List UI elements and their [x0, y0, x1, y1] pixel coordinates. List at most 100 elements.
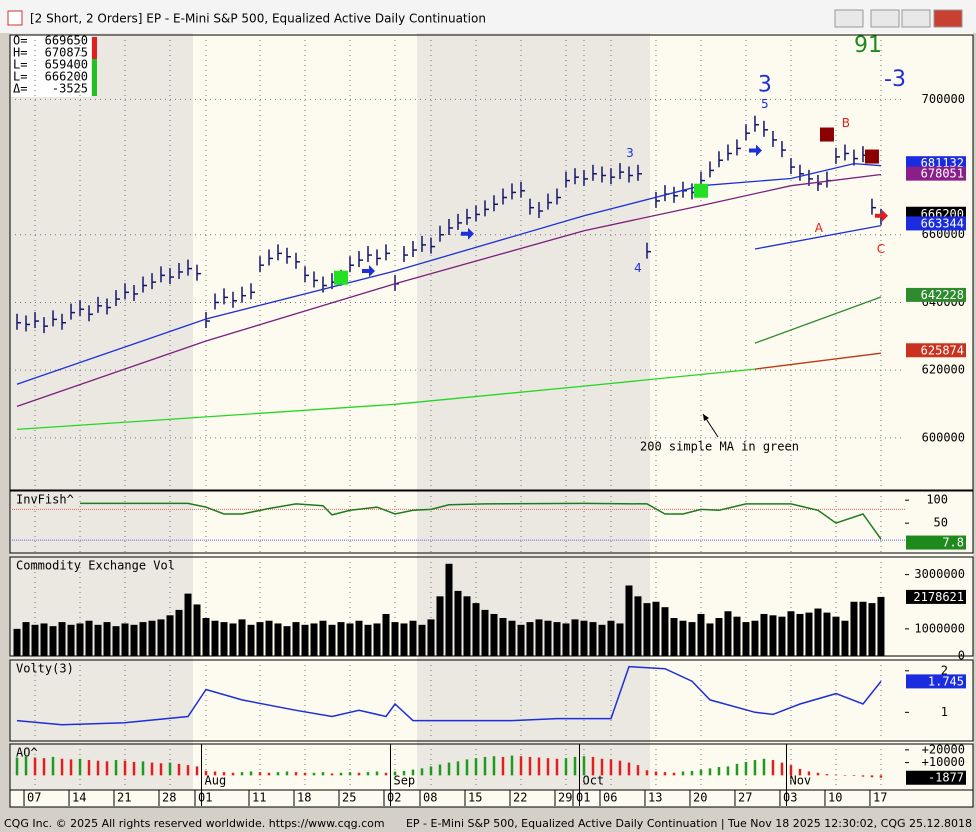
quote-label: L=: [13, 58, 27, 72]
y-tick-label: 700000: [922, 92, 965, 106]
bar: [492, 756, 496, 776]
bar: [519, 756, 523, 776]
bar: [787, 611, 795, 656]
bar: [310, 623, 318, 656]
bar: [130, 624, 138, 656]
bar: [357, 772, 361, 776]
shade-band: [10, 33, 193, 790]
bar: [276, 772, 280, 776]
bar: [382, 613, 390, 656]
bar: [636, 765, 640, 776]
close-button[interactable]: [933, 9, 963, 28]
bar: [816, 772, 820, 776]
bar: [859, 601, 867, 656]
bar: [249, 771, 253, 776]
bar: [283, 626, 291, 656]
bar: [60, 758, 64, 776]
bar: [222, 772, 226, 776]
bar: [472, 603, 480, 656]
bar: [600, 758, 604, 776]
bar: [699, 769, 703, 776]
bar: [220, 622, 228, 656]
x-tick-label: 06: [603, 791, 617, 805]
price-label-text: 642228: [921, 288, 964, 302]
minimize-button[interactable]: [870, 9, 900, 28]
bar: [681, 771, 685, 776]
quote-label: H=: [13, 46, 27, 60]
bar: [870, 775, 874, 778]
bar: [715, 618, 723, 656]
bar: [825, 774, 829, 776]
bar: [231, 772, 235, 776]
bar: [76, 623, 84, 656]
y-tick-label: 600000: [922, 430, 965, 444]
bar: [474, 758, 478, 776]
title-bar: [0, 0, 976, 33]
price-label-text: 625874: [921, 343, 964, 357]
bar: [697, 613, 705, 656]
quote-gauge: [92, 37, 97, 59]
bar: [33, 757, 37, 776]
bar: [348, 772, 352, 776]
bar: [562, 623, 570, 656]
month-label: Oct: [582, 774, 604, 788]
annotation: B: [842, 116, 850, 130]
x-tick-label: 15: [468, 791, 482, 805]
bar: [213, 771, 217, 776]
bar: [42, 758, 46, 776]
indicator-line: [16, 368, 756, 431]
bar: [159, 763, 163, 776]
bar: [708, 768, 712, 776]
annotation: 3: [626, 146, 634, 160]
bar: [150, 762, 154, 776]
bar: [861, 775, 865, 777]
bar: [645, 770, 649, 776]
price-label-box: [906, 166, 966, 181]
x-tick-label: 13: [648, 791, 662, 805]
bar: [762, 758, 766, 776]
panel-title: InvFish^: [16, 493, 74, 507]
x-tick-label: 01: [198, 791, 212, 805]
x-tick-label: 07: [27, 791, 41, 805]
quote-value: 670875: [45, 46, 88, 60]
y-tick-label: 2: [941, 663, 948, 677]
bar: [771, 760, 775, 776]
bar: [724, 611, 732, 656]
quote-value: 659400: [45, 58, 88, 72]
bar: [402, 770, 406, 776]
y-tick-label: +20000: [922, 742, 965, 756]
bar: [634, 596, 642, 656]
x-tick-label: 01: [576, 791, 590, 805]
bar: [850, 601, 858, 656]
note-arrow-head: [703, 414, 709, 421]
panel-frame: [9, 743, 974, 791]
x-tick-label: 08: [423, 791, 437, 805]
y-tick-label: 0: [958, 649, 965, 663]
bar: [796, 613, 804, 656]
shade-band: [417, 33, 650, 790]
bar: [661, 607, 669, 656]
bar: [211, 620, 219, 656]
y-tick-label: 620000: [922, 363, 965, 377]
bar: [499, 618, 507, 656]
indicator-line: [16, 173, 882, 408]
maximize-button[interactable]: [901, 9, 931, 28]
bar: [193, 604, 201, 656]
bar: [330, 773, 334, 776]
bar: [753, 760, 757, 776]
footer-text: EP - E-Mini S&P 500, Equalized Active Da…: [406, 817, 972, 830]
month-label: Aug: [205, 774, 227, 788]
link-button[interactable]: [834, 9, 864, 28]
bar: [184, 593, 192, 656]
bar: [627, 762, 631, 776]
price-label-box: [906, 287, 966, 302]
signal-arrow: [748, 144, 762, 157]
signal-arrow: [460, 227, 474, 240]
bar: [303, 772, 307, 776]
bar: [652, 601, 660, 656]
bar: [751, 620, 759, 656]
panel-title: Volty(3): [16, 662, 74, 676]
bar: [400, 623, 408, 656]
bar: [672, 772, 676, 776]
